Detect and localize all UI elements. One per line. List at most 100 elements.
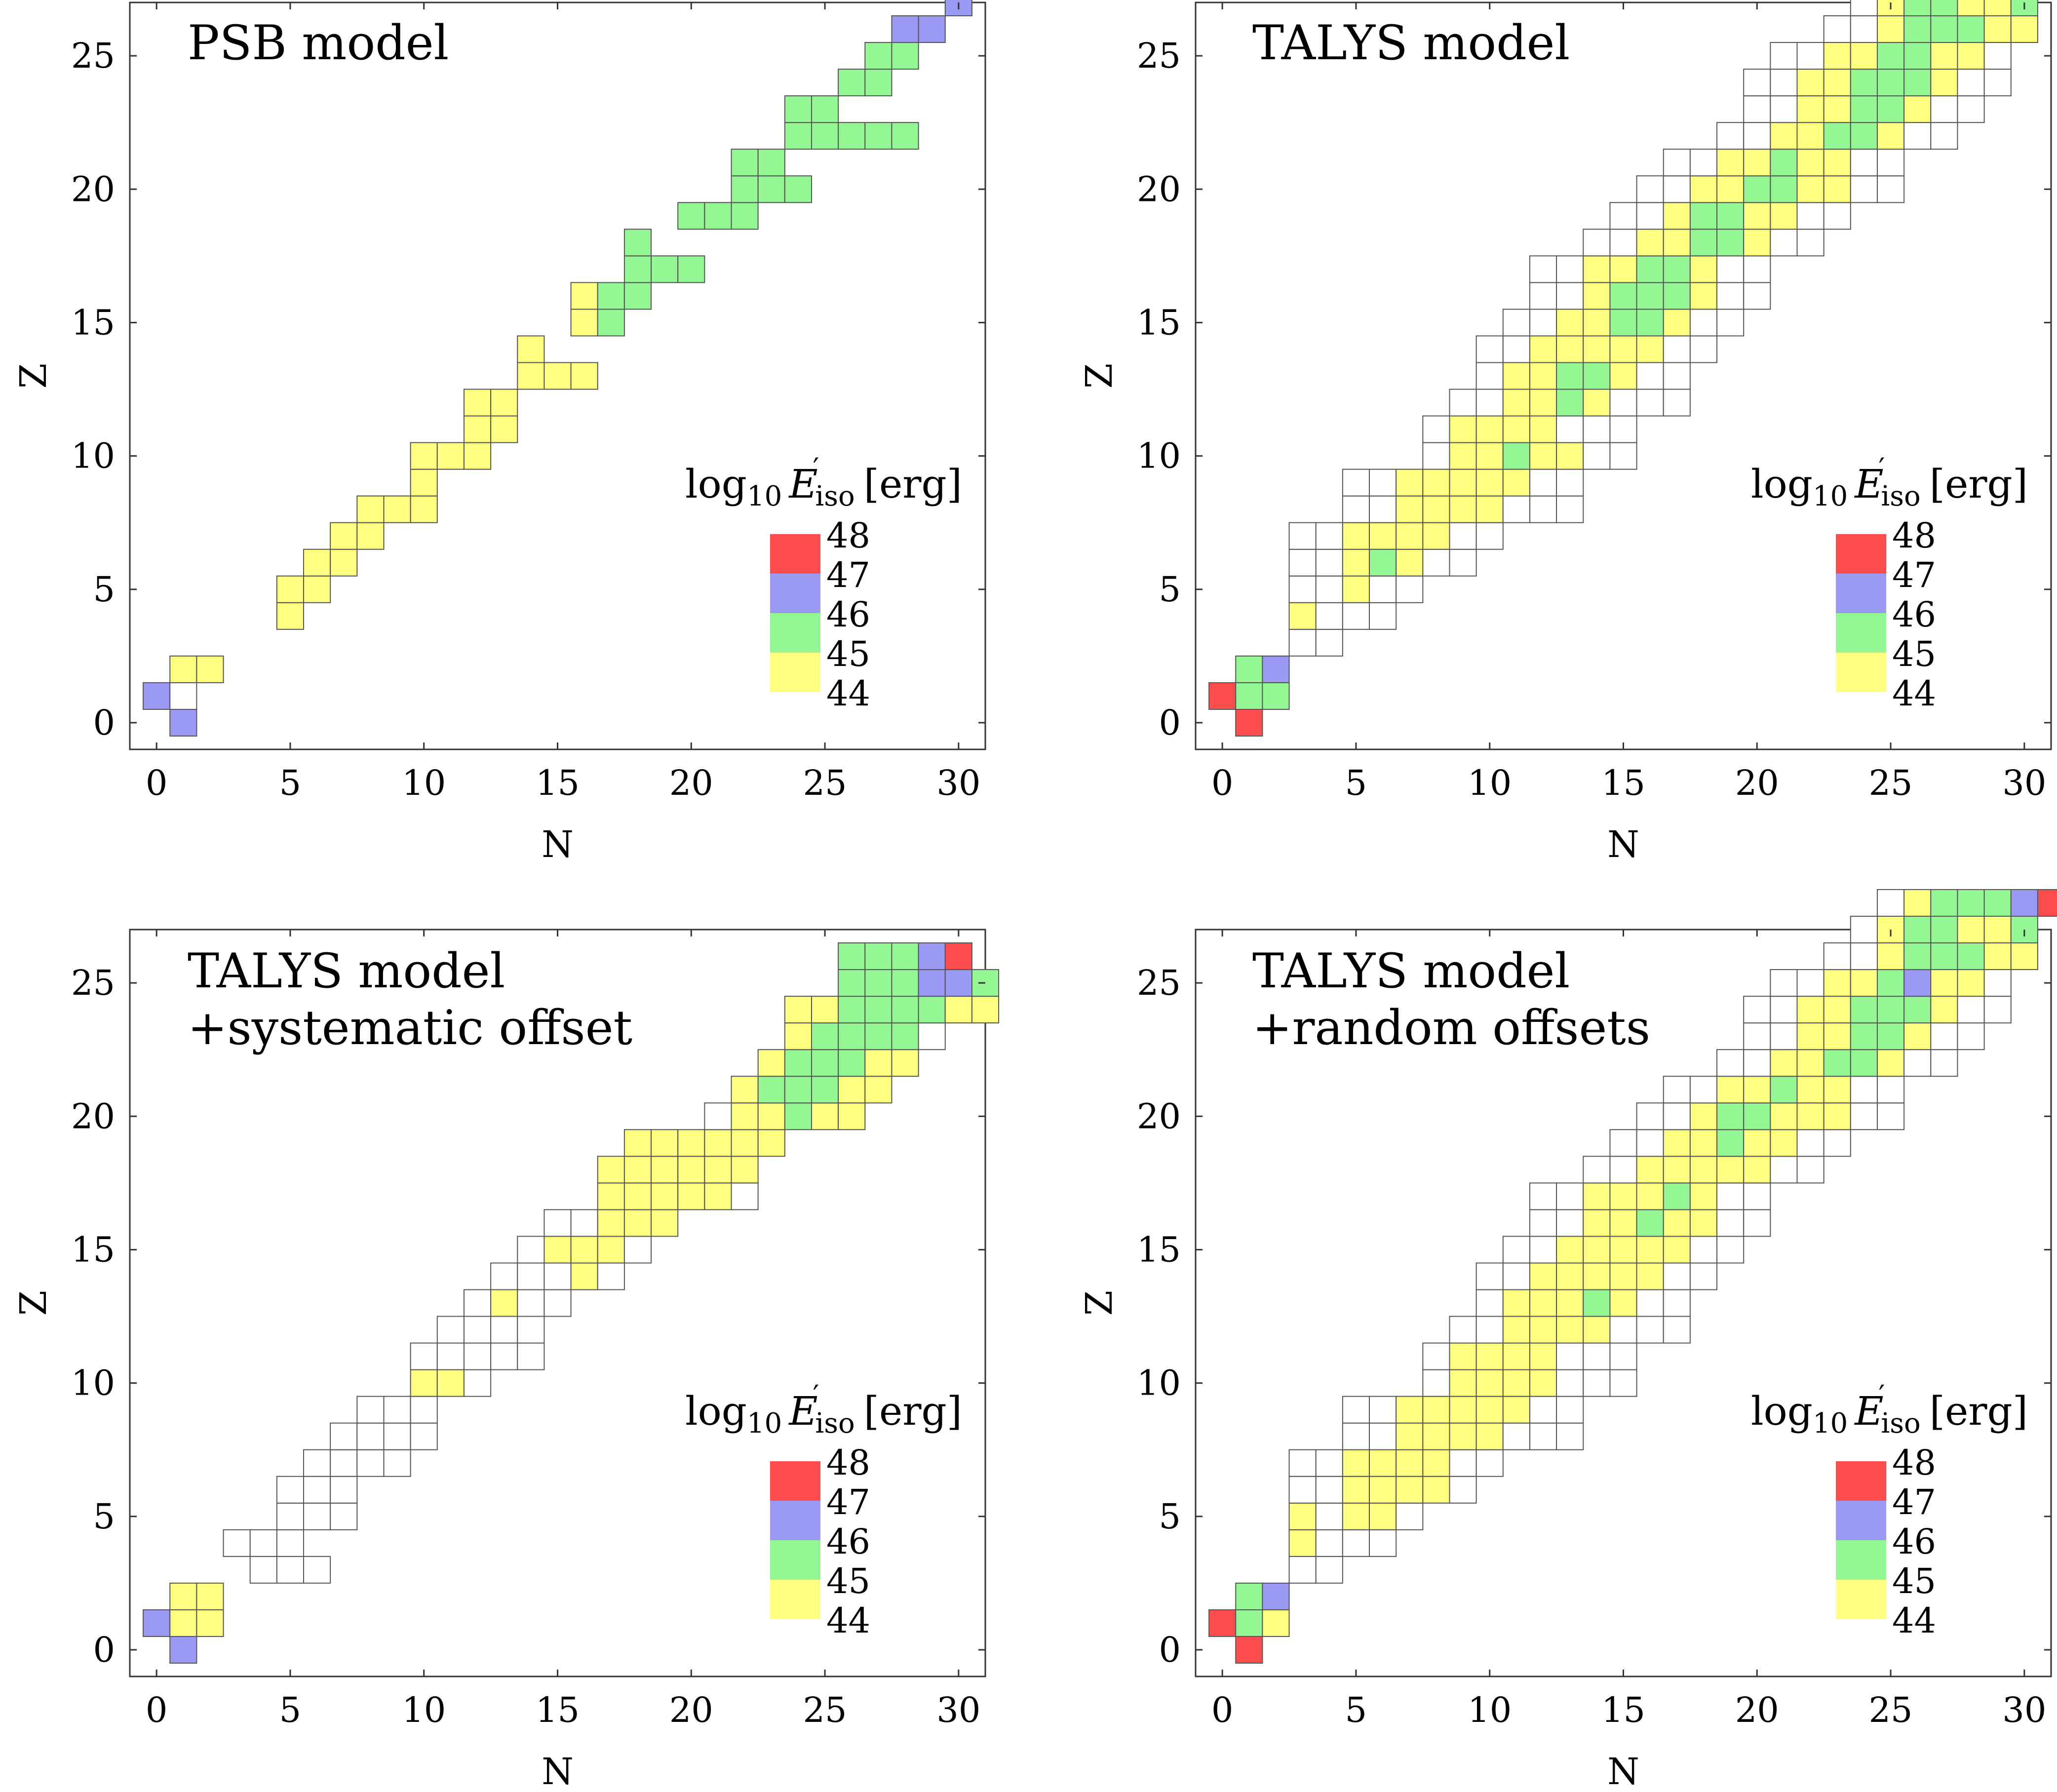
nuclide-cell — [1369, 468, 1397, 497]
nuclide-cell — [1502, 468, 1530, 497]
nuclide-cell — [1502, 1262, 1530, 1290]
nuclide-cell — [570, 1209, 598, 1237]
nuclide-cell — [1663, 1236, 1691, 1264]
nuclide-cell — [1770, 969, 1798, 997]
nuclide-cell — [303, 1449, 331, 1477]
nuclide-cell — [1475, 1262, 1504, 1290]
nuclide-cell — [1449, 1316, 1477, 1344]
nuclide-cell — [1903, 915, 1932, 944]
nuclide-cell — [1449, 415, 1477, 443]
nuclide-cell — [517, 362, 545, 390]
legend-swatch — [1836, 574, 1886, 613]
nuclide-cell — [1663, 335, 1691, 363]
nuclide-cell — [1770, 42, 1798, 70]
nuclide-cell — [1315, 1476, 1343, 1504]
nuclide-cell — [1636, 309, 1664, 337]
nuclide-cell — [1422, 495, 1450, 523]
nuclide-cells — [143, 0, 972, 737]
nuclide-cell — [169, 708, 197, 737]
nuclide-cell — [597, 1156, 625, 1184]
nuclide-cell — [356, 1396, 385, 1424]
nuclide-cell — [1422, 1369, 1450, 1397]
nuclide-cell — [1502, 335, 1530, 363]
nuclide-cell — [1796, 122, 1824, 150]
x-tick-label: 25 — [1869, 763, 1913, 803]
nuclide-cell — [811, 1076, 839, 1104]
nuclide-cell — [1556, 1342, 1584, 1370]
nuclide-cell — [1449, 389, 1477, 417]
x-tick-label: 30 — [2002, 763, 2046, 803]
nuclide-cell — [1689, 229, 1718, 257]
nuclide-cell — [597, 1209, 625, 1237]
nuclide-cell — [1930, 1022, 1958, 1051]
nuclide-cell — [1876, 969, 1905, 997]
y-tick-label: 20 — [1137, 1096, 1181, 1136]
nuclide-cell — [731, 1076, 759, 1104]
nuclide-cell — [276, 1502, 305, 1530]
nuclide-cell — [517, 335, 545, 363]
y-axis-label: Z — [12, 1290, 55, 1316]
nuclide-cell — [1823, 149, 1851, 177]
nuclide-cell — [1556, 415, 1584, 443]
x-tick-label: 20 — [1735, 1690, 1779, 1730]
nuclide-cell — [1689, 1102, 1718, 1130]
x-tick-label: 10 — [402, 763, 446, 803]
nuclide-cell — [1288, 1476, 1317, 1504]
nuclide-cell — [1636, 1209, 1664, 1237]
nuclide-cell — [1556, 1236, 1584, 1264]
nuclide-cell — [1796, 175, 1824, 203]
nuclide-cell — [864, 1076, 893, 1104]
nuclide-cell — [2010, 889, 2038, 917]
nuclide-cell — [543, 362, 572, 390]
legend-swatch — [770, 1580, 820, 1619]
legend-swatch — [770, 692, 820, 732]
nuclide-cell — [517, 1262, 545, 1290]
nuclide-cell — [1609, 1262, 1637, 1290]
nuclide-cell — [1529, 255, 1557, 283]
legend-swatch — [770, 1540, 820, 1580]
nuclide-cell — [1315, 1529, 1343, 1557]
nuclide-cell — [1636, 1289, 1664, 1317]
y-tick-label: 0 — [1159, 702, 1181, 743]
nuclide-cell — [2037, 889, 2057, 917]
nuclide-cell — [1369, 548, 1397, 577]
nuclide-cell — [1663, 1262, 1691, 1290]
legend-swatch — [1836, 1580, 1886, 1619]
nuclide-cell — [1636, 175, 1664, 203]
nuclide-cell — [1609, 1129, 1637, 1157]
nuclide-cell — [1796, 1022, 1824, 1051]
nuclide-cell — [169, 655, 197, 683]
nuclide-cell — [383, 1449, 411, 1477]
nuclide-cell — [1876, 15, 1905, 43]
legend-swatch — [1836, 653, 1886, 692]
nuclide-cell — [1743, 202, 1771, 230]
legend-title-part: 10 — [747, 480, 782, 512]
legend-swatch — [770, 653, 820, 692]
nuclide-cell — [891, 969, 919, 997]
nuclide-cell — [704, 1102, 732, 1130]
legend-value: 44 — [826, 673, 870, 714]
nuclide-cell — [1957, 15, 1985, 43]
nuclide-cell — [1288, 575, 1317, 603]
nuclide-cell — [1689, 1182, 1718, 1210]
nuclide-cell — [543, 1209, 572, 1237]
nuclide-cell — [1556, 282, 1584, 310]
nuclide-cell — [1689, 1236, 1718, 1264]
nuclide-cell — [651, 1209, 679, 1237]
nuclide-cell — [1609, 1316, 1637, 1344]
x-tick-label: 10 — [1468, 1690, 1512, 1730]
nuclide-cell — [1983, 889, 2012, 917]
nuclide-cell — [1850, 969, 1878, 997]
nuclide-cell — [1369, 522, 1397, 550]
chart-panel-4: 0 5 10 15 20 25 30 0 5 10 15 20 25 N Z TALYS model+rand… — [1078, 889, 2057, 1792]
nuclide-cell — [1422, 1396, 1450, 1424]
legend-title-part: [erg] — [864, 461, 962, 507]
nuclide-cell — [1556, 1209, 1584, 1237]
nuclide-cell — [1850, 122, 1878, 150]
nuclide-cell — [623, 255, 652, 283]
nuclide-cell — [1983, 996, 2012, 1024]
y-tick-label: 10 — [71, 1363, 115, 1403]
nuclide-cell — [1342, 468, 1370, 497]
nuclide-cell — [1315, 522, 1343, 550]
nuclide-cell — [1983, 15, 2012, 43]
